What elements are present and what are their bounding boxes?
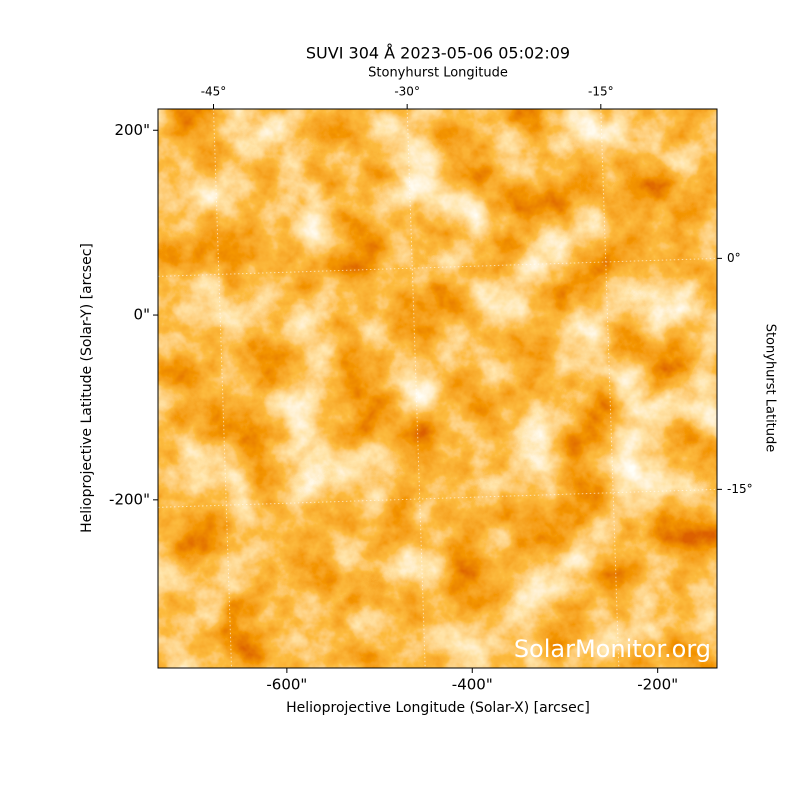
x2-tick-label: -45° [201,85,227,99]
y-tick-label: -200" [109,490,150,508]
grid-line [158,257,717,277]
plot-frame [157,108,718,669]
x-axis-label: Helioprojective Longitude (Solar-X) [arc… [286,700,590,716]
solar-image [158,109,717,668]
y-axis-label: Helioprojective Latitude (Solar-Y) [arcs… [79,243,95,533]
x2-axis-label: Stonyhurst Longitude [368,66,508,81]
chart-title: SUVI 304 Å 2023-05-06 05:02:09 [306,44,570,63]
y2-tick-label: 0° [727,251,741,265]
y2-tick-label: -15° [727,482,753,496]
x2-tick-label: -30° [394,85,420,99]
x-tick-label: -600" [266,676,307,694]
watermark: SolarMonitor.org [514,635,711,663]
x-tick-label: -400" [452,676,493,694]
x2-tick-label: -15° [588,85,614,99]
y-tick-label: 200" [114,121,150,139]
grid-line [406,109,426,668]
y-tick-label: 0" [134,306,150,324]
y2-axis-label: Stonyhurst Latitude [763,324,778,453]
grid-line [213,109,233,668]
solar-texture [158,109,717,668]
grid-line [600,109,620,668]
grid-line [158,488,717,508]
x-tick-label: -200" [637,676,678,694]
